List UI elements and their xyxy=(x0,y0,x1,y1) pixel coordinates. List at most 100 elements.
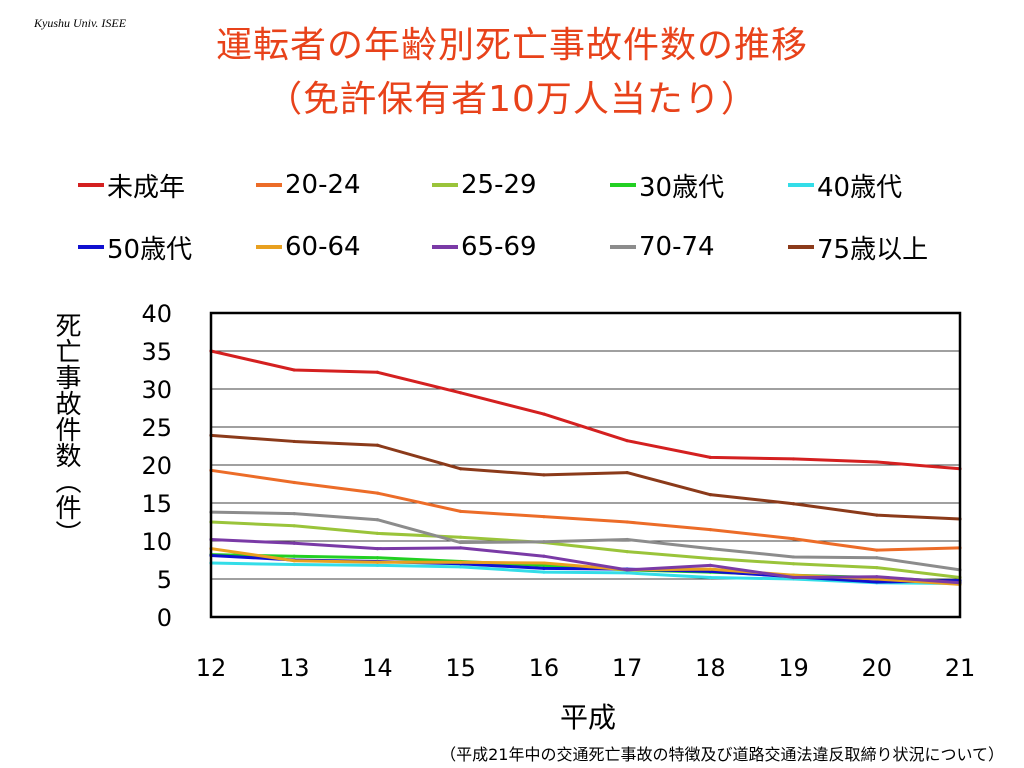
data-point xyxy=(708,567,712,571)
data-point xyxy=(625,571,629,575)
data-point xyxy=(459,565,463,569)
data-point xyxy=(375,531,380,536)
legend-label: 65-69 xyxy=(461,232,537,262)
data-point xyxy=(625,550,629,554)
data-point xyxy=(791,575,796,580)
y-tick-label: 5 xyxy=(157,566,172,594)
data-point xyxy=(292,439,296,444)
legend-swatch xyxy=(256,183,282,187)
data-point xyxy=(542,412,546,416)
legend-item-25-29: 25-29 xyxy=(432,168,537,202)
data-point xyxy=(708,528,712,532)
data-point xyxy=(375,547,380,551)
legend-label: 25-29 xyxy=(461,170,537,200)
data-point xyxy=(875,513,879,517)
data-point xyxy=(875,548,879,552)
data-point xyxy=(459,509,463,513)
data-point xyxy=(292,480,296,485)
legend-swatch xyxy=(256,245,282,249)
x-tick-label: 13 xyxy=(279,654,310,682)
legend-swatch xyxy=(788,245,814,249)
legend: 未成年 20-24 25-29 30歳代 40歳代 50歳代 60-64 65-… xyxy=(0,0,1024,280)
legend-swatch xyxy=(432,183,458,187)
data-point xyxy=(542,566,546,570)
legend-item-minor: 未成年 xyxy=(78,168,185,203)
y-tick-label: 10 xyxy=(141,528,172,556)
data-point xyxy=(625,471,629,475)
legend-item-50s: 50歳代 xyxy=(78,230,193,265)
data-point xyxy=(375,443,380,447)
data-point xyxy=(375,556,380,560)
data-point xyxy=(625,537,629,542)
data-point xyxy=(375,560,380,564)
data-point xyxy=(292,512,296,516)
y-tick-label: 20 xyxy=(141,452,172,480)
data-point xyxy=(875,566,879,570)
data-point xyxy=(791,555,796,559)
legend-item-65-69: 65-69 xyxy=(432,230,537,264)
watermark: Kyushu Univ. ISEE xyxy=(34,16,127,30)
data-point xyxy=(375,563,380,567)
data-point xyxy=(542,515,546,519)
legend-item-20-24: 20-24 xyxy=(256,168,361,202)
x-tick-label: 21 xyxy=(945,654,976,682)
legend-swatch xyxy=(610,245,636,249)
data-point xyxy=(292,559,296,563)
series-line xyxy=(210,537,961,585)
legend-label: 75歳以上 xyxy=(817,234,929,265)
data-point xyxy=(375,491,380,495)
data-point xyxy=(459,560,463,564)
series-line xyxy=(210,520,961,579)
legend-swatch xyxy=(610,183,636,187)
y-tick-label: 40 xyxy=(141,300,172,328)
data-point xyxy=(459,535,463,539)
x-tick-label: 17 xyxy=(612,654,643,682)
data-point xyxy=(625,439,629,443)
data-point xyxy=(292,541,296,545)
source-footnote: （平成21年中の交通死亡事故の特徴及び道路交通法違反取締り状況について） xyxy=(440,745,1004,764)
data-point xyxy=(542,554,546,558)
x-tick-label: 14 xyxy=(362,654,393,682)
y-tick-label: 15 xyxy=(141,490,172,518)
legend-label: 50歳代 xyxy=(107,234,193,265)
data-point xyxy=(875,575,879,579)
y-tick-label: 25 xyxy=(141,414,172,442)
data-point xyxy=(542,473,546,477)
legend-swatch xyxy=(78,183,104,187)
x-axis-label: 平成 xyxy=(560,701,617,734)
data-point xyxy=(375,518,380,522)
data-point xyxy=(875,580,879,584)
data-point xyxy=(875,460,879,464)
data-point xyxy=(708,547,712,551)
chart-subtitle: （免許保有者10万人当たり） xyxy=(266,79,758,120)
x-tick-label: 15 xyxy=(445,654,476,682)
data-point xyxy=(292,562,296,567)
legend-label: 70-74 xyxy=(639,232,715,262)
data-point xyxy=(791,502,796,506)
data-point xyxy=(459,467,463,471)
x-tick-label: 20 xyxy=(862,654,893,682)
legend-item-70-74: 70-74 xyxy=(610,230,715,264)
data-point xyxy=(542,570,546,574)
data-point xyxy=(292,554,296,558)
data-point xyxy=(625,520,629,524)
data-point xyxy=(708,575,712,580)
y-tick-label: 30 xyxy=(141,376,172,404)
legend-swatch xyxy=(432,245,458,249)
data-point xyxy=(875,556,879,560)
series-line xyxy=(210,561,961,586)
data-point xyxy=(708,563,712,567)
data-point xyxy=(791,562,796,566)
y-axis-label: 死亡事故件数（件） xyxy=(51,312,81,546)
data-point xyxy=(292,524,296,528)
data-point xyxy=(375,370,380,374)
legend-label: 20-24 xyxy=(285,170,361,200)
data-point xyxy=(625,568,629,572)
data-point xyxy=(292,368,296,372)
legend-item-75-plus: 75歳以上 xyxy=(788,230,929,265)
legend-item-40s: 40歳代 xyxy=(788,168,902,203)
legend-item-60-64: 60-64 xyxy=(256,230,361,264)
x-tick-label: 19 xyxy=(778,654,809,682)
data-point xyxy=(708,556,712,561)
